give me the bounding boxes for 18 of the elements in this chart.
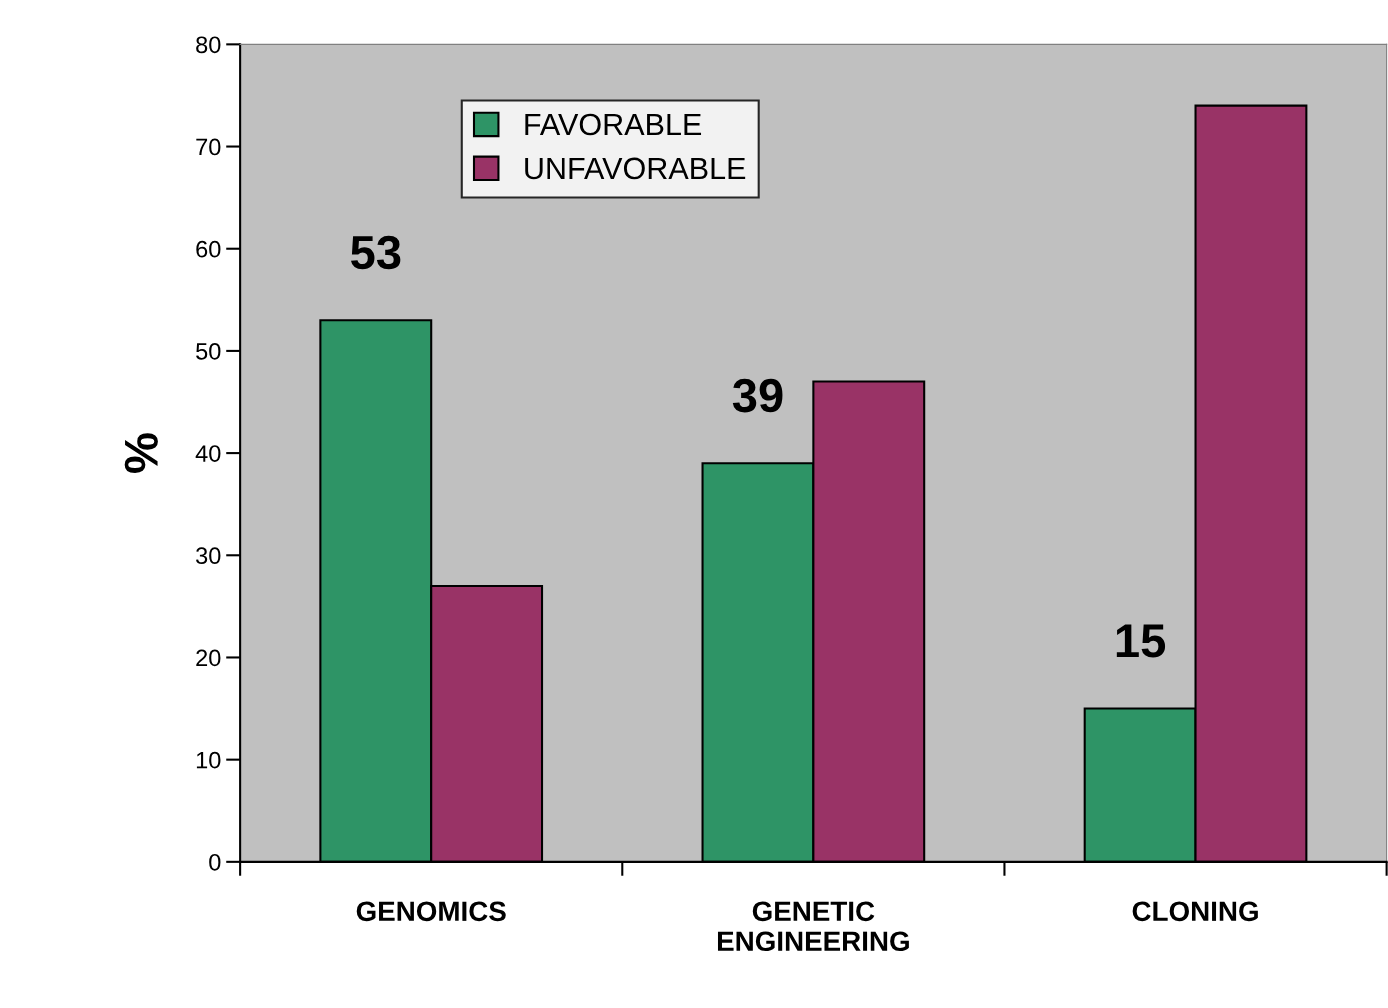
y-tick-label: 80 bbox=[196, 36, 221, 54]
legend-label: UNFAVORABLE bbox=[525, 157, 746, 180]
y-tick-label: 0 bbox=[209, 853, 221, 871]
x-tick-label: CLONING bbox=[1132, 901, 1258, 922]
y-tick-label: 60 bbox=[196, 240, 221, 258]
data-label: 15 bbox=[1116, 624, 1166, 658]
y-tick-label: 70 bbox=[196, 138, 221, 156]
y-axis-title: % bbox=[124, 433, 158, 473]
y-tick-label: 30 bbox=[196, 547, 221, 565]
x-tick-label: GENETIC ENGINEERING bbox=[717, 901, 909, 952]
data-label: 53 bbox=[350, 235, 401, 270]
data-label: 39 bbox=[732, 378, 783, 413]
y-tick-label: 10 bbox=[196, 751, 221, 769]
legend-label: FAVORABLE bbox=[525, 113, 702, 136]
y-tick-label: 20 bbox=[196, 649, 221, 667]
y-tick-label: 50 bbox=[196, 342, 221, 360]
x-tick-label: GENOMICS bbox=[356, 901, 506, 922]
y-tick-label: 40 bbox=[195, 445, 221, 462]
